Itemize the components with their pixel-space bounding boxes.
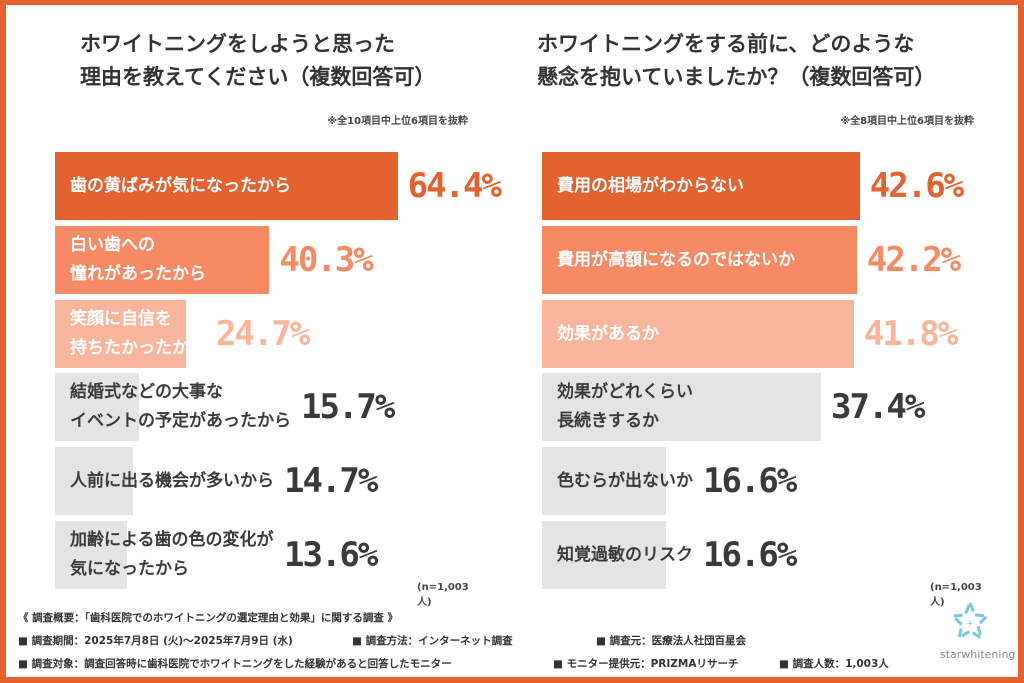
bar: [542, 447, 666, 515]
value-label: 15.7%: [301, 387, 395, 427]
star-logo-icon: +: [949, 599, 991, 642]
logo-text: starwhitening: [940, 648, 1016, 661]
value-label: 40.3%: [279, 240, 373, 280]
bar-label: 色むらが出ないか: [557, 470, 693, 491]
bar-label: 効果がどれくらい 長続きするか: [557, 382, 693, 431]
footer-method: ■ 調査方法：インターネット調査: [352, 635, 513, 647]
bar-label: 知覚過敏のリスク: [557, 544, 693, 565]
bar: [542, 373, 821, 441]
chart-title: ホワイトニングをする前に、どのような 懸念を抱いていましたか？（複数回答可）: [537, 32, 936, 89]
bar-label: 白い歯への 憧れがあったから: [70, 235, 206, 284]
bar-label: 歯の黄ばみが気になったから: [70, 175, 291, 196]
footer-period: ■ 調査期間：2025年7月8日 (火)〜2025年7月9日 (水): [18, 635, 293, 647]
sample-size: (n=1,003人): [930, 582, 982, 608]
footer-source: ■ 調査元：医療法人社団百星会: [596, 635, 747, 647]
bar-label: 加齢による歯の色の変化が 気になったから: [70, 530, 274, 579]
bar: [542, 521, 666, 589]
footer-target: ■ 調査対象：調査回答時に歯科医院でホワイトニングをした経験があると回答したモニ…: [18, 658, 452, 670]
bar-label: 効果があるか: [557, 323, 659, 344]
bar-label: 結婚式などの大事な イベントの予定があったから: [70, 382, 291, 431]
bar: [55, 226, 270, 294]
footer-count: ■ 調査人数：1,003人: [779, 658, 889, 670]
value-label: 14.7%: [284, 461, 378, 501]
bar: [55, 152, 398, 220]
bar: [55, 521, 128, 589]
bar: [542, 226, 857, 294]
chart-note: ※全8項目中上位6項目を抜粋: [840, 116, 974, 127]
value-label: 41.8%: [863, 314, 958, 354]
bar-label: 費用が高額になるのではないか: [557, 249, 795, 270]
value-label: 13.6%: [284, 535, 378, 575]
brand-logo: + starwhitening: [940, 599, 1016, 661]
bar-label: 費用の相場がわからない: [557, 175, 744, 196]
value-label: 42.6%: [869, 166, 964, 206]
bar: [542, 152, 860, 220]
value-label: 42.2%: [866, 240, 961, 280]
value-label: 16.6%: [703, 461, 797, 501]
bar-label: 笑顔に自信を 持ちたかったから: [70, 309, 206, 358]
bar: [55, 300, 187, 368]
chart-note: ※全10項目中上位6項目を抜粋: [327, 116, 468, 127]
bar: [55, 447, 134, 515]
value-label: 24.7%: [216, 314, 310, 354]
value-label: 64.4%: [407, 166, 502, 206]
chart-title: ホワイトニングをしようと思った 理由を教えてください（複数回答可）: [80, 32, 436, 89]
footer-summary: 《 調査概要：「歯科医院でのホワイトニングの選定理由と効果」に関する調査 》: [18, 612, 399, 624]
value-label: 37.4%: [831, 387, 925, 427]
svg-text:+: +: [966, 619, 974, 629]
value-label: 16.6%: [703, 535, 797, 575]
bar-label: 人前に出る機会が多いから: [70, 470, 274, 491]
bar: [55, 373, 139, 441]
sample-size: (n=1,003人): [417, 582, 469, 608]
bar: [542, 300, 854, 368]
footer-provider: ■ モニター提供元：PRIZMAリサーチ: [553, 658, 739, 670]
